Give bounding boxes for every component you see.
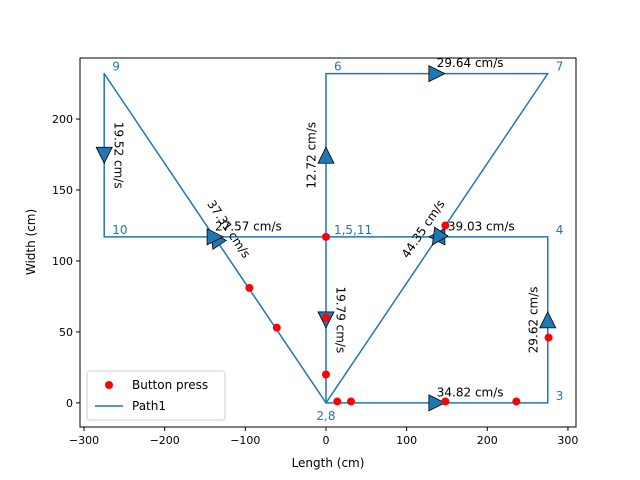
- y-tick-label: 150: [52, 184, 73, 197]
- button-press-point: [346, 397, 355, 406]
- legend-box: [86, 370, 226, 421]
- speed-label: 19.79 cm/s: [333, 286, 347, 353]
- waypoint-label: 4: [556, 223, 564, 237]
- button-press-point: [333, 397, 342, 406]
- y-axis-label: Width (cm): [24, 209, 38, 275]
- speed-label: 12.72 cm/s: [304, 122, 318, 189]
- x-axis-label: Length (cm): [292, 456, 365, 470]
- y-tick-label: 50: [59, 326, 73, 339]
- speed-label: 19.52 cm/s: [112, 122, 126, 189]
- waypoint-label: 10: [112, 223, 127, 237]
- direction-arrow: [428, 64, 446, 83]
- direction-arrow: [539, 310, 557, 329]
- legend-marker-button-press: [105, 381, 113, 389]
- speed-label: 29.64 cm/s: [437, 56, 504, 70]
- button-press-point: [544, 333, 553, 342]
- waypoint-label: 9: [112, 60, 120, 74]
- plot-frame: [79, 57, 577, 428]
- y-tick-label: 100: [52, 255, 73, 268]
- button-press-point: [272, 323, 281, 332]
- plot-background: [80, 58, 576, 427]
- speed-label: 29.62 cm/s: [526, 286, 540, 353]
- waypoint-label: 1,5,11: [334, 223, 372, 237]
- x-tick-label: 0: [322, 434, 329, 447]
- x-tick-label: 300: [557, 434, 578, 447]
- button-press-point: [441, 397, 450, 406]
- button-press-point: [321, 232, 330, 241]
- y-tick-label: 0: [66, 397, 73, 410]
- x-tick-label: 200: [477, 434, 498, 447]
- button-press-point: [321, 313, 330, 322]
- y-tick-label: 200: [52, 113, 73, 126]
- direction-arrow: [206, 228, 224, 246]
- speed-label: 34.82 cm/s: [437, 385, 504, 399]
- button-press-point: [321, 370, 330, 379]
- speed-label: 39.03 cm/s: [448, 219, 515, 233]
- speed-label: 27.57 cm/s: [215, 219, 282, 233]
- legend: Button press Path1: [86, 370, 226, 421]
- direction-arrow: [431, 226, 449, 246]
- waypoint-label: 3: [556, 389, 564, 403]
- arrow-layer: [95, 64, 557, 412]
- x-tick-label: 100: [396, 434, 417, 447]
- legend-label-button-press: Button press: [132, 378, 208, 392]
- direction-arrow: [317, 146, 335, 164]
- button-press-layer: [245, 221, 553, 406]
- button-press-point: [512, 397, 521, 406]
- direction-arrow: [95, 146, 113, 165]
- button-press-point: [441, 221, 450, 230]
- direction-arrow: [428, 394, 446, 412]
- axes-layer: −300 −200 −100 0 100 200 300 0 50 100 150 200: [52, 113, 578, 447]
- waypoint-label: 6: [334, 60, 342, 74]
- x-tick-label: −100: [230, 434, 260, 447]
- button-press-point: [245, 283, 254, 292]
- waypoint-label: 2,8: [316, 409, 335, 423]
- legend-label-path1: Path1: [132, 399, 166, 413]
- x-tick-label: −200: [150, 434, 180, 447]
- waypoint-label: 7: [556, 60, 564, 74]
- x-tick-label: −300: [69, 434, 99, 447]
